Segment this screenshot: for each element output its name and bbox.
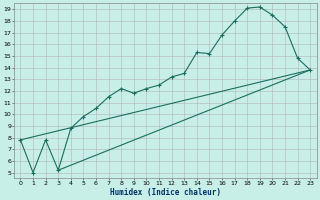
X-axis label: Humidex (Indice chaleur): Humidex (Indice chaleur) <box>110 188 221 197</box>
